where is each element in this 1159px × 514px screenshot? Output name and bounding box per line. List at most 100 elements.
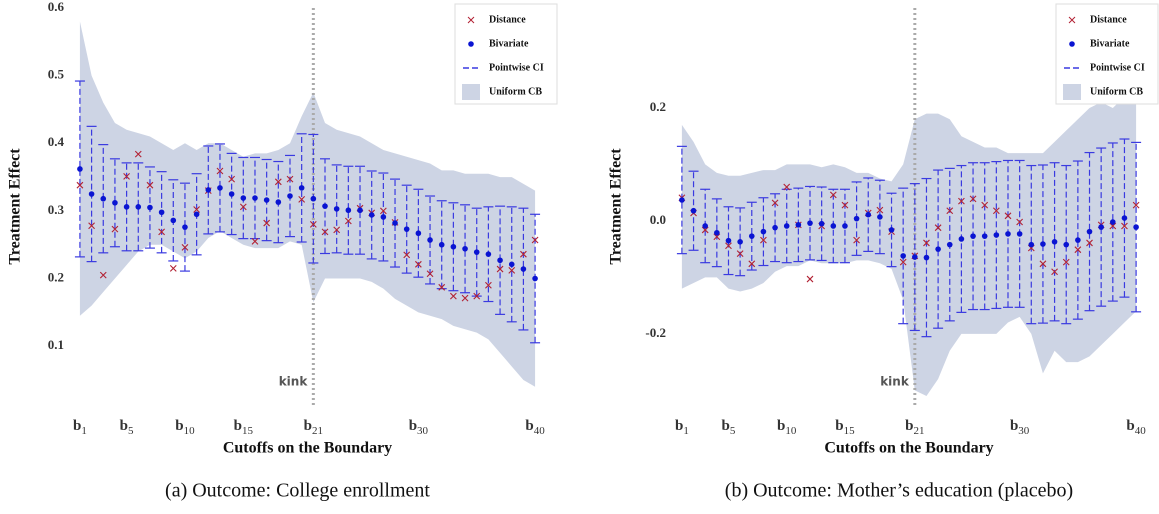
y-tick-label: 0.3 <box>48 202 65 217</box>
legend-label: Bivariate <box>489 38 529 49</box>
bivariate-point <box>807 220 813 226</box>
x-tick-label: b15 <box>835 418 855 436</box>
bivariate-point <box>853 215 860 222</box>
bivariate-point <box>462 245 468 252</box>
distance-point <box>841 201 849 209</box>
bivariate-point <box>100 195 107 202</box>
error-bar <box>1049 162 1060 322</box>
error-bar <box>1061 164 1072 325</box>
distance-point <box>923 239 930 247</box>
y-tick-label: 0.2 <box>48 270 64 285</box>
error-bar <box>179 182 190 272</box>
y-tick-label: -0.2 <box>645 325 666 340</box>
distance-point <box>181 244 189 251</box>
distance-point <box>239 203 247 211</box>
y-tick-label: 0.0 <box>650 212 666 227</box>
bivariate-point <box>737 238 743 245</box>
error-bar <box>723 206 734 276</box>
error-bar <box>933 169 944 329</box>
x-tick-label: b5 <box>722 418 736 436</box>
distance-point <box>123 173 130 180</box>
error-bar <box>460 204 471 294</box>
legend-label: Distance <box>489 14 526 25</box>
bivariate-point <box>77 166 83 172</box>
distance-point <box>496 265 504 273</box>
distance-point <box>309 221 317 228</box>
error-bar <box>425 195 436 285</box>
bivariate-point <box>1121 215 1128 221</box>
bivariate-point <box>170 217 177 224</box>
distance-point <box>748 260 756 268</box>
legend-label: Pointwise CI <box>1090 62 1145 73</box>
bivariate-point <box>1063 241 1070 248</box>
distance-point <box>228 175 236 183</box>
error-bar <box>758 197 769 267</box>
bivariate-point <box>865 211 872 218</box>
distance-point <box>531 236 539 244</box>
distance-point <box>1086 239 1093 247</box>
bivariate-point <box>970 233 976 239</box>
distance-point <box>193 206 201 213</box>
x-tick-label: b40 <box>525 418 545 436</box>
distance-point <box>449 292 457 300</box>
bivariate-point <box>714 229 720 236</box>
bivariate-point <box>1051 238 1058 245</box>
distance-point <box>274 178 282 186</box>
bivariate-point <box>147 204 153 211</box>
bivariate-point <box>532 275 538 282</box>
bivariate-point <box>1086 228 1093 235</box>
legend-symbol <box>462 84 480 100</box>
bivariate-point <box>1098 224 1104 230</box>
distance-point <box>771 199 779 207</box>
bivariate-point <box>690 207 697 214</box>
bivariate-point <box>842 223 848 229</box>
x-tick-label: b21 <box>905 418 924 436</box>
legend: Distance Bivariate Pointwise CI Uniform CB <box>1055 3 1159 105</box>
bivariate-point <box>830 223 837 229</box>
distance-point <box>158 228 166 236</box>
distance-point <box>146 181 154 189</box>
bivariate-point <box>217 185 223 191</box>
bivariate-point <box>450 243 457 250</box>
bivariate-point <box>135 204 142 210</box>
bivariate-point <box>508 261 515 268</box>
distance-point <box>508 267 516 274</box>
bivariate-point <box>298 185 305 191</box>
y-tick-label: 0.2 <box>650 99 666 114</box>
error-bar <box>1026 164 1037 325</box>
distance-point <box>725 242 732 250</box>
y-tick-label: 0.1 <box>48 337 64 352</box>
distance-point <box>333 226 341 234</box>
distance-point <box>969 195 977 203</box>
y-tick-label: 0.6 <box>48 0 65 14</box>
error-bar <box>1084 151 1095 312</box>
bivariate-point <box>333 206 340 212</box>
distance-point <box>438 283 446 291</box>
bivariate-point <box>520 266 527 272</box>
distance-point <box>736 250 744 258</box>
x-tick-label: b40 <box>1126 418 1146 436</box>
bivariate-point <box>1028 241 1035 248</box>
legend-label: Distance <box>1090 14 1127 25</box>
caption: (a) Outcome: College enrollment <box>165 480 430 502</box>
distance-point <box>946 207 954 215</box>
distance-point <box>111 225 119 233</box>
distance-point <box>76 181 84 189</box>
distance-point <box>134 150 142 158</box>
distance-point <box>344 217 352 225</box>
x-tick-label: b1 <box>73 418 87 436</box>
error-bar <box>711 198 722 268</box>
error-bar <box>1096 147 1107 307</box>
error-bar <box>921 177 932 338</box>
bivariate-point <box>935 246 941 252</box>
error-bar <box>436 200 447 290</box>
x-tick-label: b15 <box>234 418 254 436</box>
distance-point <box>379 207 387 215</box>
error-bar <box>74 80 85 258</box>
error-bar <box>214 143 225 233</box>
distance-point <box>981 201 989 209</box>
legend-label: Uniform CB <box>489 86 542 97</box>
bivariate-point <box>310 195 317 202</box>
bivariate-point <box>900 253 906 259</box>
error-bar <box>331 164 342 254</box>
